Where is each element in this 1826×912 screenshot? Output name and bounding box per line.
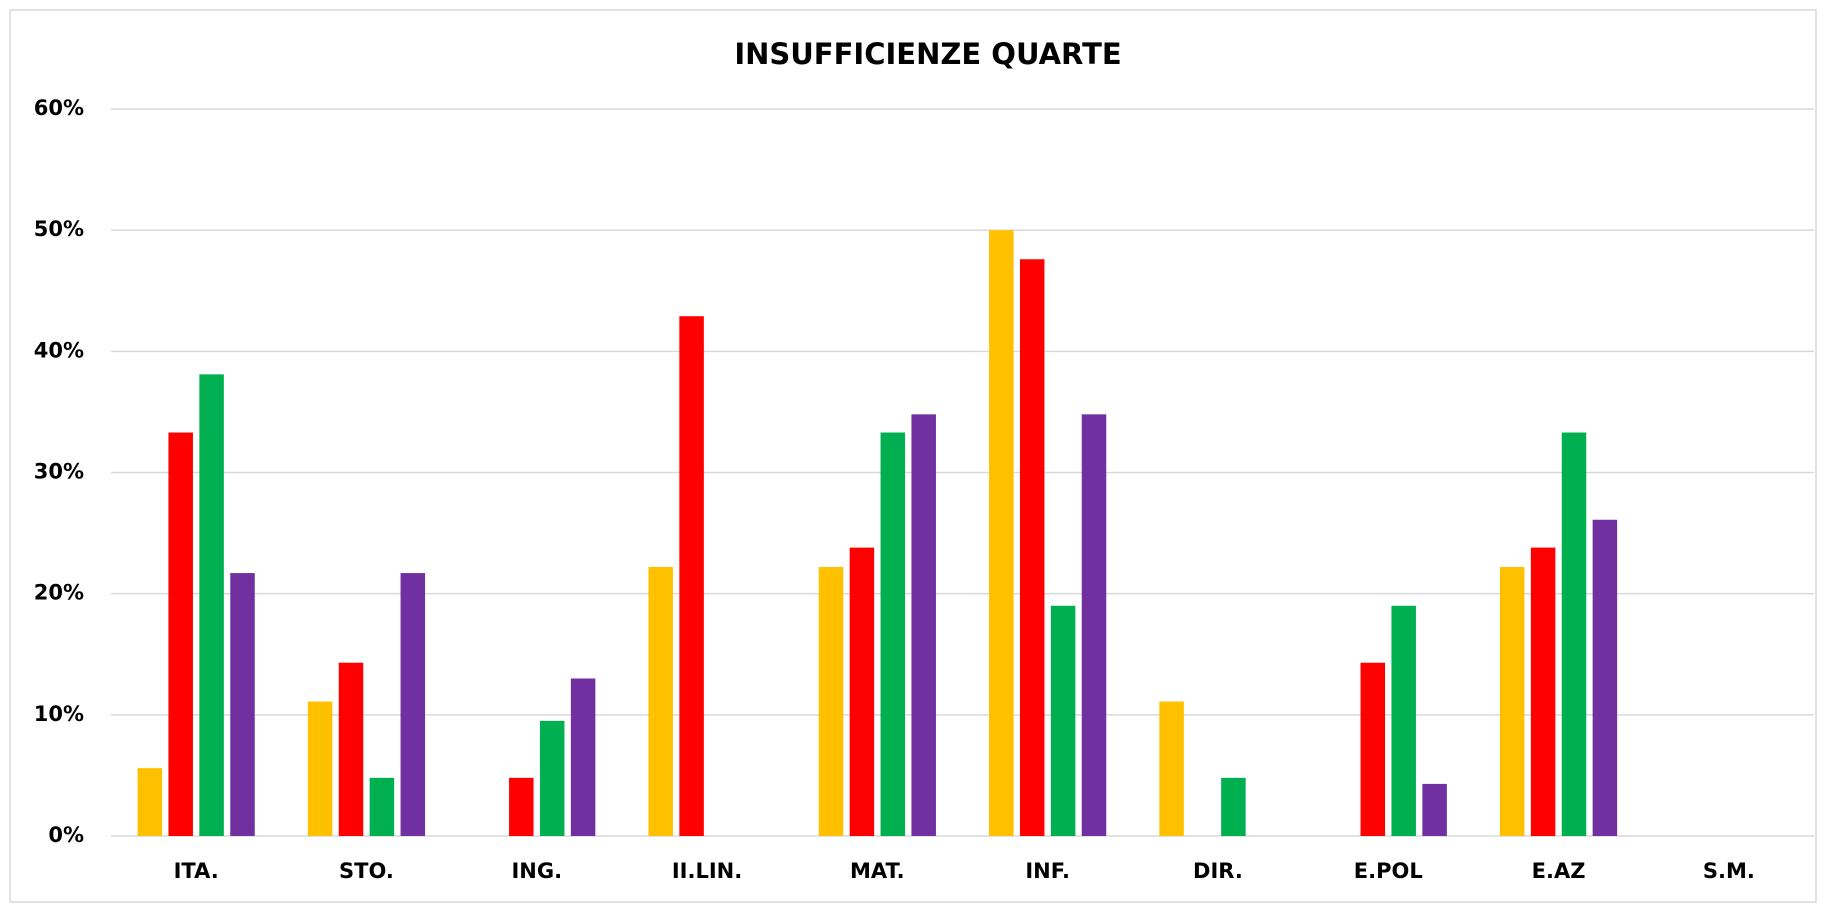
bar bbox=[1422, 783, 1447, 836]
bar bbox=[1019, 259, 1045, 836]
bar bbox=[1592, 519, 1618, 836]
bar bbox=[849, 547, 875, 836]
bar bbox=[679, 316, 704, 836]
y-tick-label: 10% bbox=[34, 702, 84, 726]
bar bbox=[137, 768, 163, 836]
bar bbox=[1561, 432, 1587, 836]
bar bbox=[539, 720, 565, 836]
bar bbox=[1159, 701, 1184, 836]
bar bbox=[880, 432, 906, 836]
x-tick-label: ITA. bbox=[174, 859, 219, 883]
bar bbox=[168, 432, 193, 836]
bar bbox=[400, 573, 426, 836]
y-tick-label: 30% bbox=[34, 460, 84, 484]
bar bbox=[989, 230, 1014, 836]
bar bbox=[911, 414, 936, 836]
x-tick-label: STO. bbox=[339, 859, 394, 883]
bar bbox=[648, 567, 673, 836]
bar bbox=[1050, 605, 1076, 836]
x-tick-label: ING. bbox=[511, 859, 562, 883]
bar bbox=[338, 662, 364, 836]
bar bbox=[230, 573, 255, 836]
bar bbox=[1360, 662, 1386, 836]
chart-title: INSUFFICIENZE QUARTE bbox=[734, 37, 1121, 71]
y-tick-label: 40% bbox=[34, 338, 84, 362]
x-tick-label: MAT. bbox=[850, 859, 905, 883]
bar bbox=[818, 567, 844, 836]
y-tick-label: 0% bbox=[48, 823, 84, 847]
y-tick-label: 20% bbox=[34, 581, 84, 605]
x-tick-label: II.LIN. bbox=[672, 859, 742, 883]
x-tick-label: INF. bbox=[1025, 859, 1070, 883]
bar bbox=[307, 701, 333, 836]
y-tick-label: 60% bbox=[34, 96, 84, 120]
bar bbox=[509, 777, 534, 836]
x-tick-label: S.M. bbox=[1703, 859, 1755, 883]
bar bbox=[1391, 605, 1416, 836]
x-tick-label: DIR. bbox=[1193, 859, 1243, 883]
x-tick-label: E.POL bbox=[1354, 859, 1423, 883]
bar bbox=[369, 777, 395, 836]
bar bbox=[1499, 567, 1525, 836]
bar bbox=[1081, 414, 1107, 836]
bar bbox=[1530, 547, 1556, 836]
bar bbox=[1221, 777, 1246, 836]
bar bbox=[199, 374, 224, 836]
x-tick-label: E.AZ bbox=[1532, 859, 1586, 883]
bar bbox=[570, 678, 596, 836]
y-tick-label: 50% bbox=[34, 217, 84, 241]
